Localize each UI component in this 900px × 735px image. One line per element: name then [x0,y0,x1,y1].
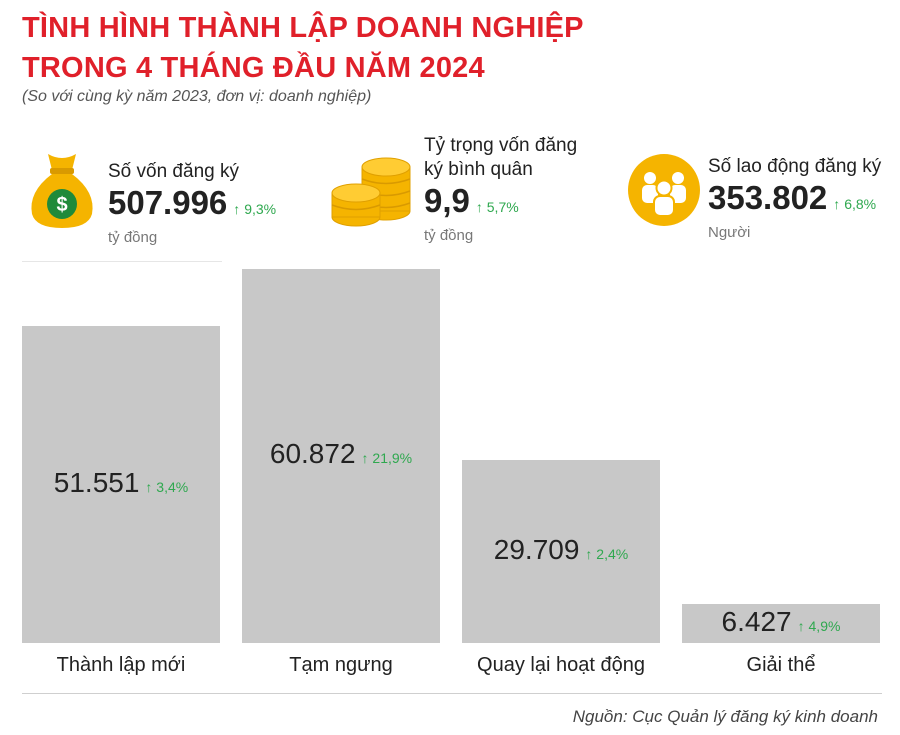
stat-capital-change-value: 9,3% [244,201,277,217]
stat-capital-change: ↑ 9,3% [233,201,276,217]
bar-value-0: 51.551 [53,467,140,498]
stat-average-capital-label-2: ký bình quân [424,159,533,180]
chart-baseline [22,693,882,694]
chart-subtitle: (So với cùng kỳ năm 2023, đơn vị: doanh … [22,88,372,105]
category-label-1: Tạm ngưng [289,654,393,676]
stat-labor: Số lao động đăng ký 353.802 ↑ 6,8% Người [708,155,881,243]
stat-capital-value: 507.996 ↑ 9,3% [108,184,276,228]
chart-title-line-1: TÌNH HÌNH THÀNH LẬP DOANH NGHIỆP [22,12,584,44]
bar-3 [682,604,880,643]
bar-change-1: ↑ 21,9% [361,450,413,466]
bar-value-label-3: 6.427 ↑ 4,9% [682,606,880,638]
category-label-0: Thành lập mới [56,654,186,676]
bar-value-label-2: 29.709 ↑ 2,4% [462,534,660,566]
money-bag-icon: $ [31,154,93,228]
source-note: Nguồn: Cục Quản lý đăng ký kinh doanh [572,707,878,726]
coins-icon [331,157,411,227]
stat-labor-change: ↑ 6,8% [833,196,876,212]
up-arrow-icon: ↑ [475,199,483,215]
bar-value-2: 29.709 [493,534,580,565]
bar-2 [462,460,660,643]
bar-value-label-1: 60.872 ↑ 21,9% [242,438,440,470]
stat-average-capital-value: 9,9 ↑ 5,7% [424,182,577,226]
people-icon [628,154,700,226]
bar-change-0: ↑ 3,4% [145,479,189,495]
bar-change-2: ↑ 2,4% [585,546,629,562]
bar-value-3: 6.427 [721,606,792,637]
stat-average-capital-unit: tỷ đồng [424,227,474,244]
stat-average-capital-number: 9,9 [424,182,470,219]
stat-labor-number: 353.802 [708,179,828,216]
stat-labor-label: Số lao động đăng ký [708,156,882,177]
stat-capital-label: Số vốn đăng ký [108,161,239,182]
up-arrow-icon: ↑ [233,201,241,217]
chart-title-line-2: TRONG 4 THÁNG ĐẦU NĂM 2024 [22,52,485,84]
stat-average-capital: Tỷ trọng vốn đăng ký bình quân 9,9 ↑ 5,7%… [424,134,577,246]
stat-capital-number: 507.996 [108,184,228,221]
bar-1 [242,269,440,643]
bar-value-label-0: 51.551 ↑ 3,4% [22,467,220,499]
bar-0 [22,326,220,643]
stat-labor-value: 353.802 ↑ 6,8% [708,179,881,223]
chart-title: TÌNH HÌNH THÀNH LẬP DOANH NGHIỆP TRONG 4… [22,8,584,88]
stat-labor-change-value: 6,8% [844,196,877,212]
stat-capital: Số vốn đăng ký 507.996 ↑ 9,3% tỷ đồng [108,160,276,248]
up-arrow-icon: ↑ [833,196,841,212]
stat-average-capital-change-value: 5,7% [486,199,519,215]
stat-labor-unit: Người [708,224,751,241]
divider [22,261,222,262]
stat-average-capital-change: ↑ 5,7% [476,199,519,215]
svg-text:$: $ [56,194,67,216]
bar-value-1: 60.872 [269,438,356,469]
category-label-2: Quay lại hoạt động [477,654,645,676]
bar-change-3: ↑ 4,9% [797,618,841,634]
stat-average-capital-label-1: Tỷ trọng vốn đăng [424,135,578,156]
stat-capital-unit: tỷ đồng [108,229,158,246]
category-label-3: Giải thể [746,654,816,676]
